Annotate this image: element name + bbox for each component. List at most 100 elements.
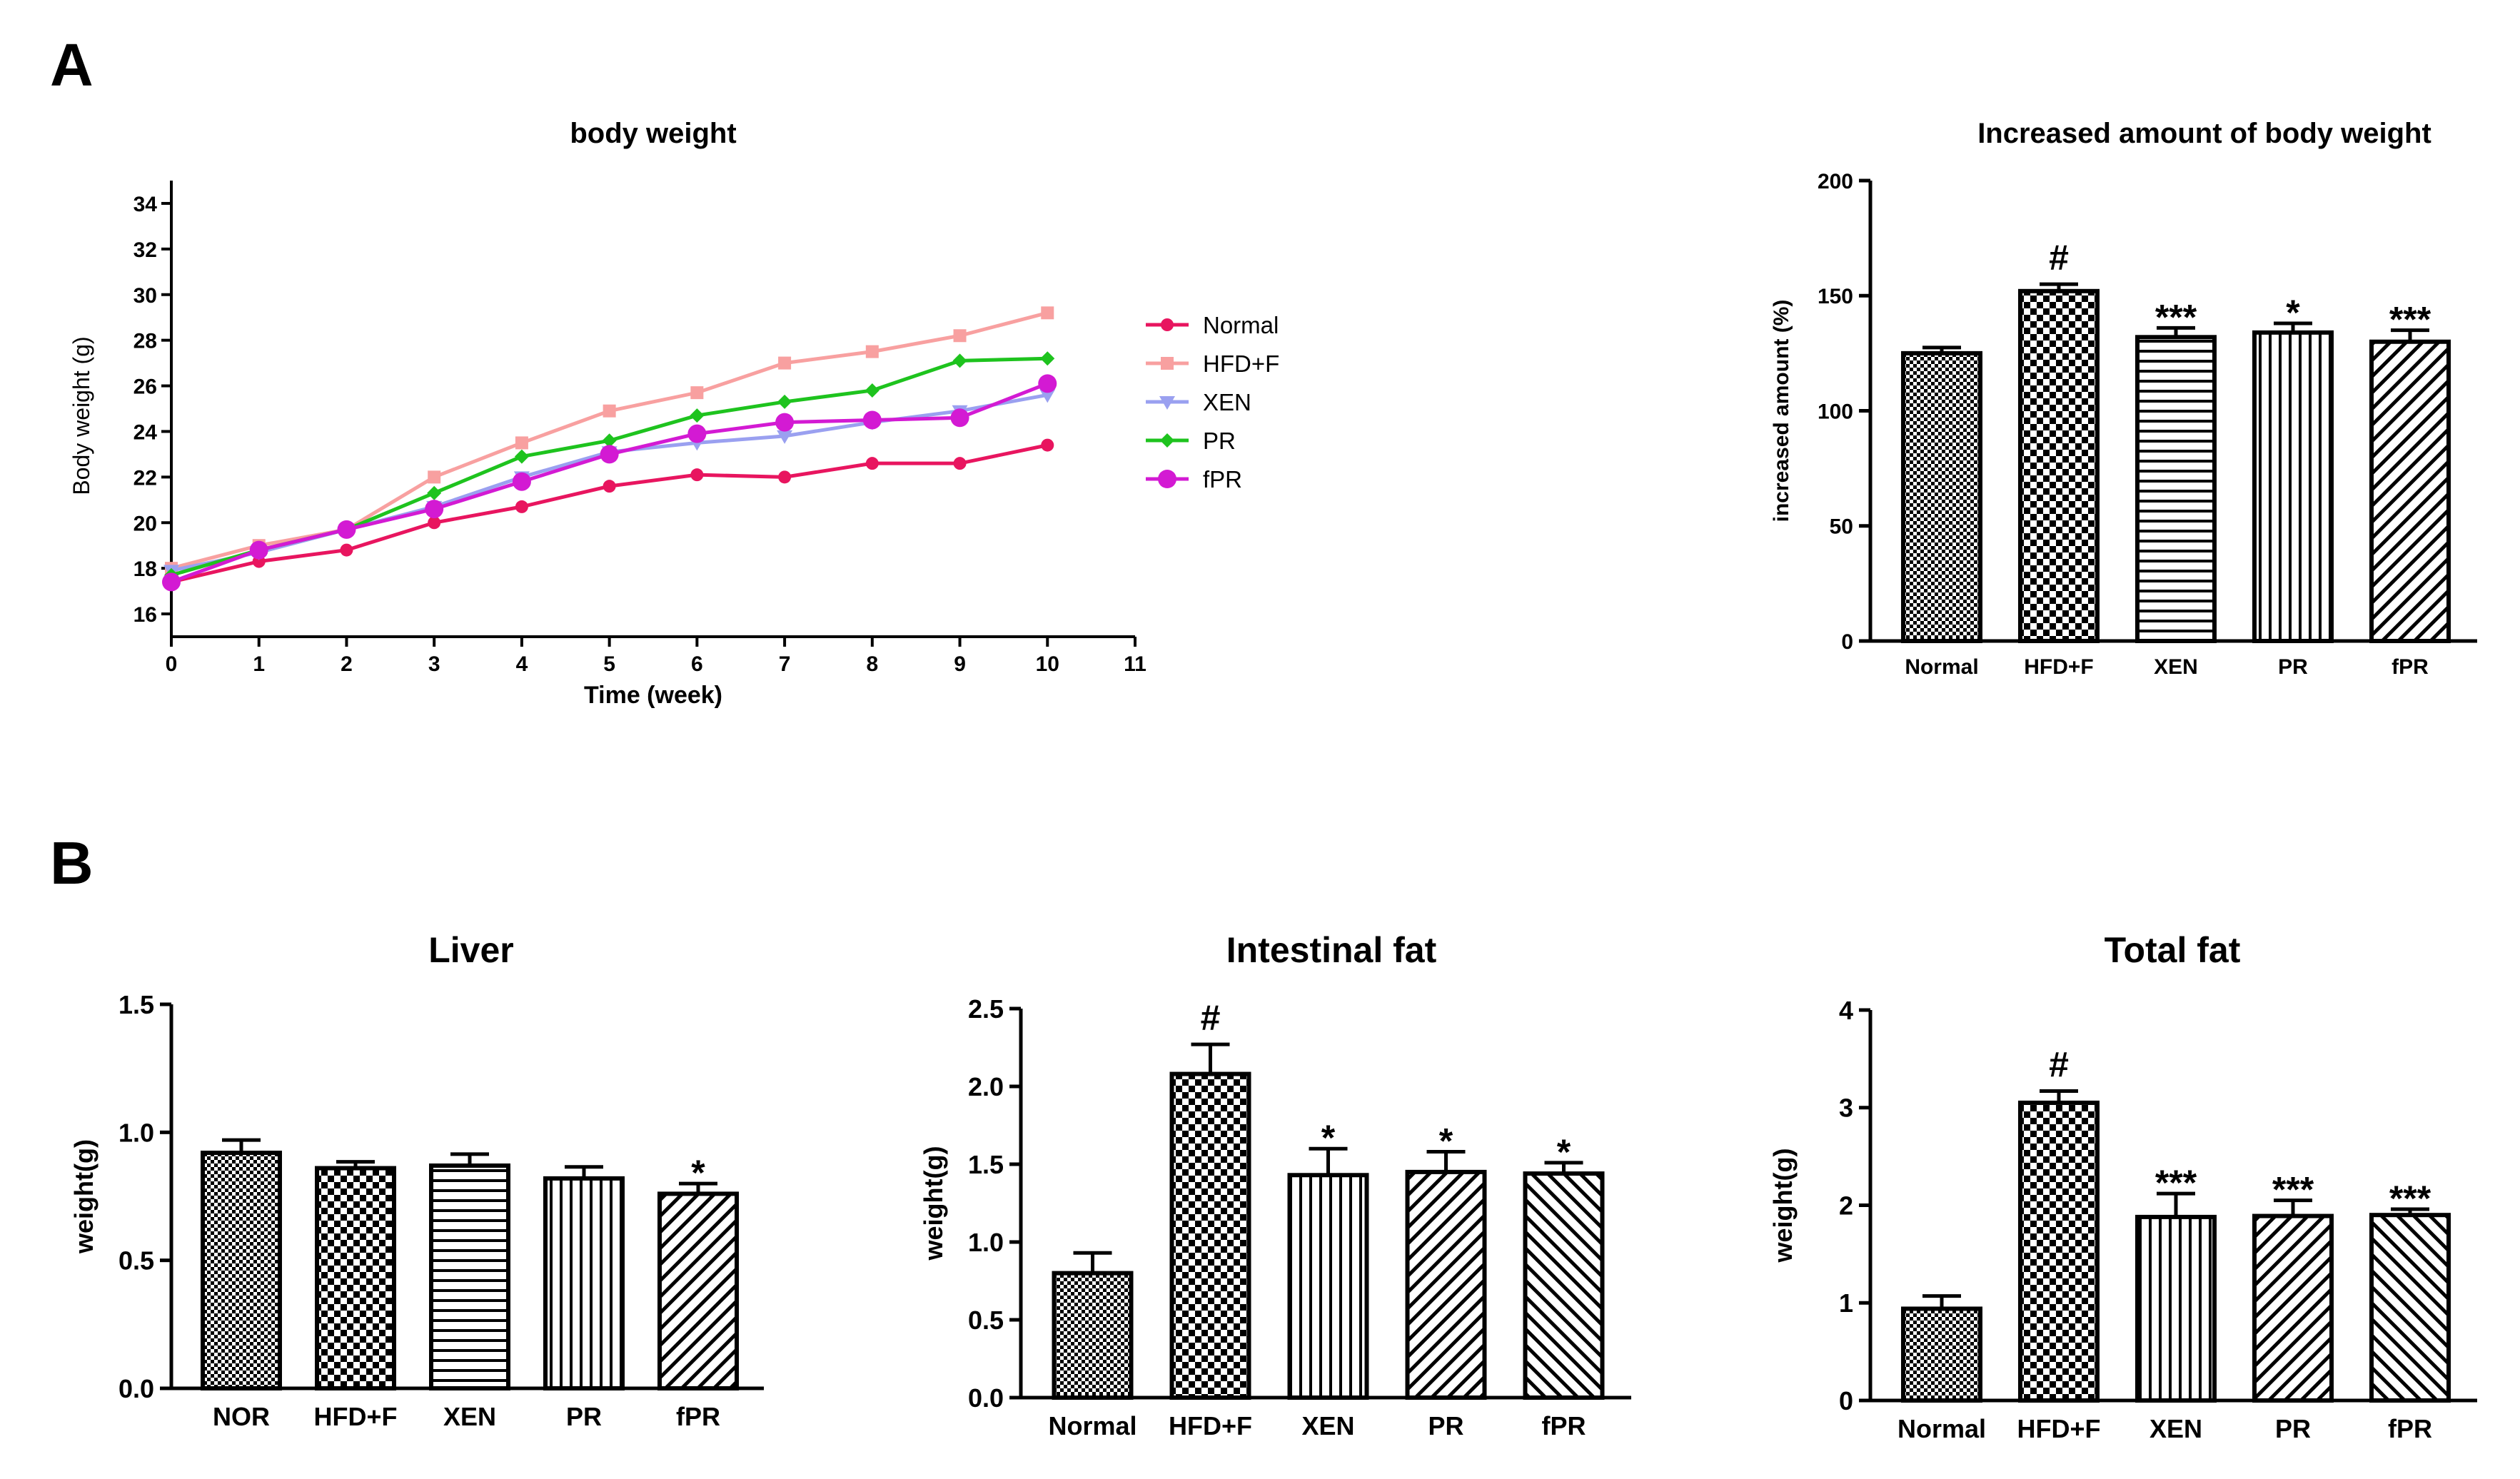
legend-label: PR	[1203, 428, 1236, 454]
data-point	[603, 480, 616, 493]
y-tick-label: 0	[1839, 1386, 1853, 1415]
bar	[1523, 1171, 1605, 1400]
x-tick-label: PR	[1428, 1411, 1463, 1440]
y-tick-label: 16	[133, 603, 157, 627]
y-axis-label: increased amount (%)	[1770, 300, 1793, 523]
x-tick-label: PR	[2275, 1414, 2311, 1443]
chart-title: body weight	[570, 118, 736, 149]
bar	[657, 1191, 739, 1390]
x-tick-label: 2	[341, 652, 353, 676]
data-point	[862, 410, 882, 430]
data-point	[775, 413, 795, 432]
y-tick-label: 26	[133, 375, 157, 399]
legend-marker	[1158, 470, 1176, 488]
series-line-normal	[171, 443, 1048, 584]
data-point	[512, 472, 531, 491]
data-point	[1041, 306, 1054, 320]
y-tick-label: 18	[133, 557, 157, 581]
panel-label-a: A	[50, 31, 94, 99]
y-tick-label: 50	[1830, 515, 1853, 539]
x-tick-label: 8	[866, 652, 878, 676]
significance-label: ***	[2155, 297, 2197, 337]
bar	[201, 1151, 282, 1390]
bar	[1405, 1169, 1487, 1400]
data-point	[428, 470, 441, 484]
y-axis-label: weight(g)	[69, 1139, 99, 1254]
bar	[1901, 350, 1982, 643]
x-tick-label: PR	[566, 1402, 602, 1431]
total-fat-bar-chart: Total fat 0 1 2 3 4 weight(g) Normal HFD+F # XEN **…	[1768, 930, 2477, 1443]
x-tick-label: XEN	[1301, 1411, 1354, 1440]
bar	[2369, 339, 2451, 643]
legend-marker	[1160, 433, 1174, 448]
data-point	[687, 424, 707, 443]
significance-label: *	[691, 1153, 705, 1193]
chart-title: Liver	[428, 930, 514, 970]
x-tick-label: 6	[691, 652, 703, 676]
x-tick-label: Normal	[1897, 1414, 1986, 1443]
x-tick-label: fPR	[676, 1402, 720, 1431]
data-point	[602, 433, 617, 448]
significance-label: #	[2049, 238, 2069, 278]
data-point	[249, 540, 268, 560]
x-tick-label: fPR	[1542, 1411, 1586, 1440]
bar	[2252, 330, 2334, 643]
y-tick-label: 0.5	[119, 1246, 154, 1276]
data-point	[950, 408, 969, 428]
y-tick-label: 1.5	[968, 1150, 1004, 1179]
x-tick-label: 1	[253, 652, 265, 676]
y-tick-label: 0.0	[968, 1383, 1004, 1413]
chart-title: Total fat	[2105, 930, 2241, 970]
bar	[2252, 1213, 2334, 1403]
y-tick-label: 4	[1839, 996, 1853, 1025]
x-tick-label: 9	[954, 652, 966, 676]
y-tick-label: 0	[1841, 630, 1853, 654]
intestinal-fat-bar-chart: Intestinal fat 0.0 0.5 1.0 1.5 2.0 2.5 weight(g…	[919, 930, 1631, 1440]
bar	[1287, 1173, 1369, 1400]
y-tick-label: 22	[133, 466, 157, 490]
data-point	[778, 470, 792, 484]
significance-label: ***	[2389, 1178, 2431, 1218]
significance-label: *	[1321, 1118, 1336, 1158]
x-tick-label: Normal	[1905, 655, 1978, 679]
data-point	[603, 404, 616, 418]
significance-label: ***	[2272, 1170, 2314, 1210]
x-tick-label: HFD+F	[314, 1402, 398, 1431]
bar	[2018, 1100, 2100, 1403]
y-axis-label: weight(g)	[919, 1146, 948, 1261]
data-point	[953, 457, 967, 470]
data-point	[515, 500, 528, 513]
data-point	[865, 383, 880, 398]
y-tick-label: 30	[133, 284, 157, 308]
significance-label: *	[2286, 293, 2300, 333]
x-tick-label: fPR	[2392, 655, 2429, 679]
legend-label: HFD+F	[1203, 350, 1279, 377]
legend-marker	[1161, 318, 1174, 331]
x-tick-label: XEN	[443, 1402, 496, 1431]
x-tick-label: XEN	[2154, 655, 2198, 679]
data-point	[428, 516, 441, 530]
y-axis-label: Body weight (g)	[69, 336, 94, 495]
panel-label-b: B	[50, 829, 94, 897]
legend-marker	[1161, 357, 1174, 370]
data-point	[690, 468, 704, 482]
x-tick-label: HFD+F	[2024, 655, 2094, 679]
data-point	[778, 356, 792, 370]
data-point	[162, 572, 181, 592]
x-tick-label: fPR	[2388, 1414, 2432, 1443]
legend-label: fPR	[1203, 466, 1242, 493]
x-tick-label: HFD+F	[2017, 1414, 2101, 1443]
liver-bar-chart: Liver 0.0 0.5 1.0 1.5 weight(g) NOR HFD+F XEN PR f…	[69, 930, 764, 1431]
data-point	[600, 445, 619, 464]
bar	[2369, 1213, 2451, 1403]
data-point	[777, 430, 793, 444]
y-axis-label: weight(g)	[1768, 1149, 1798, 1263]
x-tick-label: NOR	[213, 1402, 270, 1431]
bar	[2018, 288, 2100, 643]
chart-title: Increased amount of body weight	[1977, 118, 2431, 149]
data-point	[514, 449, 529, 464]
data-point	[340, 543, 353, 557]
x-axis-label: Time (week)	[584, 682, 722, 709]
bar	[1169, 1071, 1251, 1400]
